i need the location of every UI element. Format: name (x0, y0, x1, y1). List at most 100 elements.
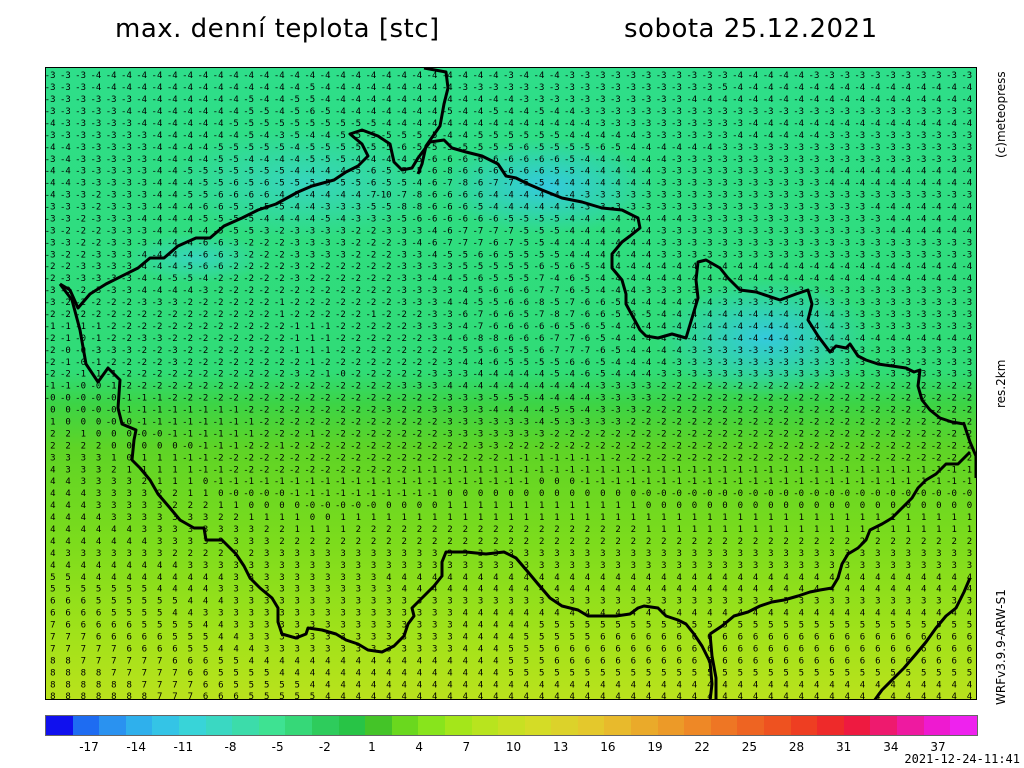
temperature-value: 3 (783, 561, 788, 571)
temperature-value: 3 (845, 561, 850, 571)
temperature-value: 4 (875, 680, 880, 690)
color-scale-step (764, 716, 791, 735)
temperature-value: 4 (738, 692, 743, 700)
temperature-value: 5 (264, 680, 269, 690)
temperature-value: -3 (961, 143, 972, 153)
temperature-value: -3 (442, 262, 453, 272)
temperature-value: -2 (335, 394, 346, 404)
temperature-value: -2 (320, 286, 331, 296)
forecast-date: sobota 25.12.2021 (624, 14, 878, 44)
temperature-value: -5 (564, 406, 575, 416)
temperature-value: -4 (579, 215, 590, 225)
temperature-value: -1 (46, 382, 56, 392)
temperature-value: -3 (320, 226, 331, 236)
temperature-value: 3 (615, 549, 620, 559)
temperature-value: -6 (472, 167, 483, 177)
temperature-value: -1 (259, 477, 270, 487)
temperature-value: -4 (961, 167, 972, 177)
temperature-value: 3 (814, 561, 819, 571)
temperature-value: 5 (890, 621, 895, 631)
temperature-value: 3 (600, 561, 605, 571)
temperature-value: 8 (142, 692, 147, 700)
temperature-value: -2 (809, 406, 820, 416)
temperature-value: -6 (396, 143, 407, 153)
temperature-value: -5 (717, 83, 728, 93)
temperature-value: -3 (961, 250, 972, 260)
temperature-value: -4 (518, 203, 529, 213)
temperature-value: -2 (717, 441, 728, 451)
temperature-value: 3 (172, 525, 177, 535)
temperature-value: -2 (167, 370, 178, 380)
temperature-value: -4 (656, 334, 667, 344)
temperature-value: -5 (472, 131, 483, 141)
temperature-value: -5 (549, 250, 560, 260)
temperature-value: 4 (508, 633, 513, 643)
resolution-label: res.2km (994, 359, 1008, 408)
temperature-value: 6 (875, 656, 880, 666)
temperature-value: 0 (829, 501, 834, 511)
temperature-value: -4 (610, 215, 621, 225)
temperature-value: -4 (365, 83, 376, 93)
temperature-value: -0 (763, 489, 774, 499)
temperature-value: -3 (961, 107, 972, 117)
temperature-value: -3 (763, 250, 774, 260)
temperature-value: 5 (157, 609, 162, 619)
temperature-value: 3 (249, 525, 254, 535)
temperature-value: -3 (870, 143, 881, 153)
temperature-value: -3 (870, 298, 881, 308)
temperature-value: -3 (610, 191, 621, 201)
temperature-value: 3 (768, 549, 773, 559)
temperature-value: -4 (152, 226, 163, 236)
temperature-value: 2 (65, 430, 70, 440)
temperature-value: 6 (707, 644, 712, 654)
temperature-value: 3 (279, 633, 284, 643)
temperature-value: 3 (157, 513, 162, 523)
temperature-value: -2 (946, 406, 957, 416)
temperature-value: -3 (824, 358, 835, 368)
temperature-value: -3 (870, 250, 881, 260)
temperature-value: -2 (656, 382, 667, 392)
temperature-value: 4 (967, 609, 972, 619)
temperature-value: -4 (595, 179, 606, 189)
temperature-value: -4 (228, 131, 239, 141)
temperature-value: -3 (549, 83, 560, 93)
temperature-value: -2 (259, 346, 270, 356)
temperature-value: -3 (900, 191, 911, 201)
temperature-value: -2 (136, 310, 147, 320)
temperature-value: -2 (182, 334, 193, 344)
temperature-value: -3 (518, 95, 529, 105)
temperature-value: 4 (340, 656, 345, 666)
temperature-value: -3 (961, 71, 972, 81)
temperature-value: 3 (203, 561, 208, 571)
temperature-value: -5 (320, 155, 331, 165)
temperature-value: 4 (676, 609, 681, 619)
temperature-value: 5 (814, 621, 819, 631)
temperature-value: -3 (488, 418, 499, 428)
temperature-value: -2 (243, 298, 254, 308)
temperature-value: -3 (900, 131, 911, 141)
temperature-value: -6 (304, 107, 315, 117)
temperature-value: 6 (65, 621, 70, 631)
temperature-value: 6 (585, 644, 590, 654)
temperature-value: 5 (875, 621, 880, 631)
temperature-value: -4 (472, 71, 483, 81)
temperature-value: -3 (946, 322, 957, 332)
temperature-value: 3 (264, 597, 269, 607)
temperature-value: 1 (340, 513, 345, 523)
temperature-value: -5 (488, 298, 499, 308)
temperature-value: -2 (656, 430, 667, 440)
temperature-value: 1 (585, 513, 590, 523)
temperature-value: -2 (213, 310, 224, 320)
temperature-value: -6 (411, 215, 422, 225)
temperature-value: -3 (916, 71, 927, 81)
temperature-value: 0 (81, 418, 86, 428)
temperature-value: -4 (854, 167, 865, 177)
temperature-value: -1 (213, 477, 224, 487)
temperature-value: 1 (157, 465, 162, 475)
temperature-value: -6 (427, 203, 438, 213)
temperature-value: -3 (121, 250, 132, 260)
temperature-value: 3 (188, 525, 193, 535)
temperature-value: -5 (518, 346, 529, 356)
temperature-value: 5 (799, 621, 804, 631)
temperature-value: -2 (75, 215, 86, 225)
